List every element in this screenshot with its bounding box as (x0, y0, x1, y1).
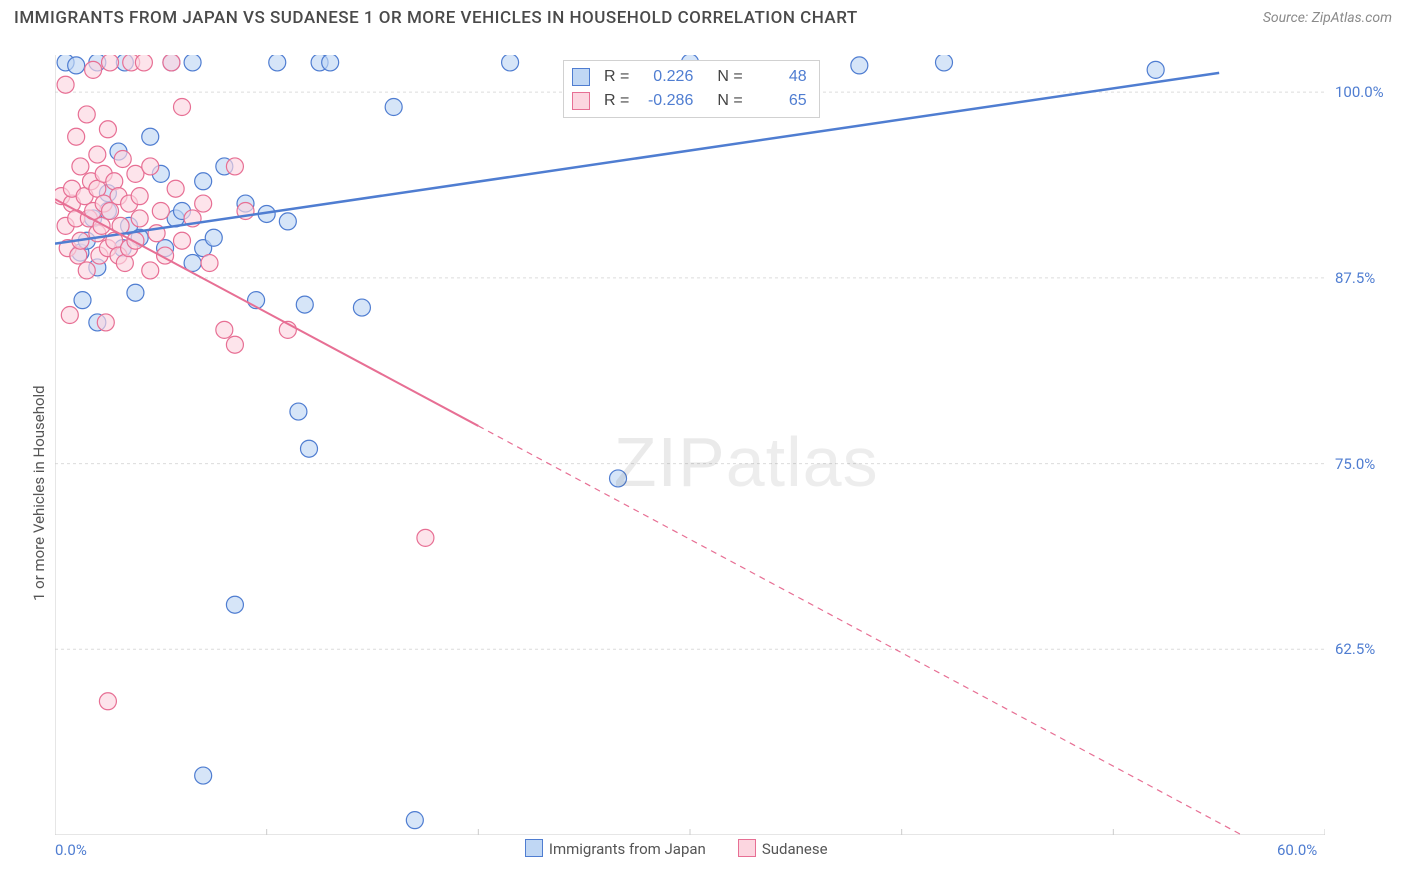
data-point-sudanese (135, 55, 152, 71)
data-point-japan (322, 55, 339, 71)
stats-legend: R = 0.226 N = 48 R = -0.286 N = 65 (563, 60, 820, 118)
source-attribution: Source: ZipAtlas.com (1263, 10, 1392, 26)
regression-sudanese (55, 199, 478, 426)
data-point-japan (269, 55, 286, 71)
data-point-japan (290, 403, 307, 420)
data-point-sudanese (131, 188, 148, 205)
data-point-japan (142, 128, 159, 145)
data-point-sudanese (99, 121, 116, 138)
page-title: IMMIGRANTS FROM JAPAN VS SUDANESE 1 OR M… (14, 8, 858, 28)
data-point-sudanese (78, 106, 95, 123)
data-point-sudanese (163, 55, 180, 71)
data-point-sudanese (114, 151, 131, 168)
data-point-japan (936, 55, 953, 71)
y-axis-label: 1 or more Vehicles in Household (30, 385, 48, 601)
data-point-sudanese (142, 158, 159, 175)
swatch-japan (525, 839, 543, 857)
data-point-sudanese (85, 61, 102, 78)
x-tick-label: 60.0% (1277, 841, 1317, 859)
scatter-chart (55, 55, 1325, 835)
data-point-sudanese (216, 321, 233, 338)
data-point-sudanese (417, 529, 434, 546)
data-point-japan (385, 99, 402, 116)
stats-row-sudanese: R = -0.286 N = 65 (572, 89, 807, 113)
swatch-sudanese (572, 92, 590, 110)
y-tick-label: 75.0% (1335, 455, 1375, 473)
data-point-japan (610, 470, 627, 487)
data-point-japan (195, 767, 212, 784)
data-point-japan (74, 292, 91, 309)
data-point-sudanese (142, 262, 159, 279)
data-point-sudanese (97, 314, 114, 331)
data-point-sudanese (167, 180, 184, 197)
data-point-japan (226, 596, 243, 613)
data-point-sudanese (70, 247, 87, 264)
data-point-japan (296, 296, 313, 313)
data-point-sudanese (226, 336, 243, 353)
regression-sudanese-extrapolated (478, 426, 1325, 835)
data-point-sudanese (99, 693, 116, 710)
stats-row-japan: R = 0.226 N = 48 (572, 65, 807, 89)
data-point-sudanese (89, 146, 106, 163)
n-value-sudanese: 65 (751, 89, 807, 113)
data-point-japan (301, 440, 318, 457)
data-point-sudanese (102, 203, 119, 220)
y-tick-label: 87.5% (1335, 269, 1375, 287)
data-point-sudanese (102, 55, 119, 71)
n-value-japan: 48 (751, 65, 807, 89)
r-label: R = (604, 65, 629, 89)
legend-label-japan: Immigrants from Japan (549, 840, 706, 858)
y-tick-label: 62.5% (1335, 640, 1375, 658)
r-value-sudanese: -0.286 (637, 89, 693, 113)
data-point-japan (195, 173, 212, 190)
data-point-japan (406, 812, 423, 829)
data-point-japan (1147, 61, 1164, 78)
data-point-japan (127, 284, 144, 301)
data-point-sudanese (68, 128, 85, 145)
data-point-japan (851, 57, 868, 74)
data-point-sudanese (174, 99, 191, 116)
data-point-sudanese (127, 232, 144, 249)
data-point-japan (502, 55, 519, 71)
data-point-sudanese (201, 255, 218, 272)
data-point-sudanese (131, 210, 148, 227)
legend-label-sudanese: Sudanese (762, 840, 828, 858)
data-point-sudanese (61, 307, 78, 324)
data-point-sudanese (226, 158, 243, 175)
data-point-sudanese (72, 158, 89, 175)
data-point-japan (68, 57, 85, 74)
legend-item-sudanese: Sudanese (738, 839, 828, 858)
data-point-japan (205, 229, 222, 246)
x-tick-label: 0.0% (55, 841, 87, 859)
data-point-sudanese (174, 232, 191, 249)
data-point-sudanese (78, 262, 95, 279)
y-tick-label: 100.0% (1335, 83, 1384, 101)
data-point-sudanese (57, 76, 74, 93)
data-point-japan (279, 213, 296, 230)
r-value-japan: 0.226 (637, 65, 693, 89)
data-point-sudanese (195, 195, 212, 212)
data-point-sudanese (152, 203, 169, 220)
series-legend: Immigrants from Japan Sudanese (525, 839, 828, 858)
data-point-japan (353, 299, 370, 316)
n-label: N = (717, 65, 742, 89)
swatch-japan (572, 68, 590, 86)
legend-item-japan: Immigrants from Japan (525, 839, 706, 858)
swatch-sudanese (738, 839, 756, 857)
n-label: N = (717, 89, 742, 113)
r-label: R = (604, 89, 629, 113)
data-point-japan (184, 55, 201, 71)
